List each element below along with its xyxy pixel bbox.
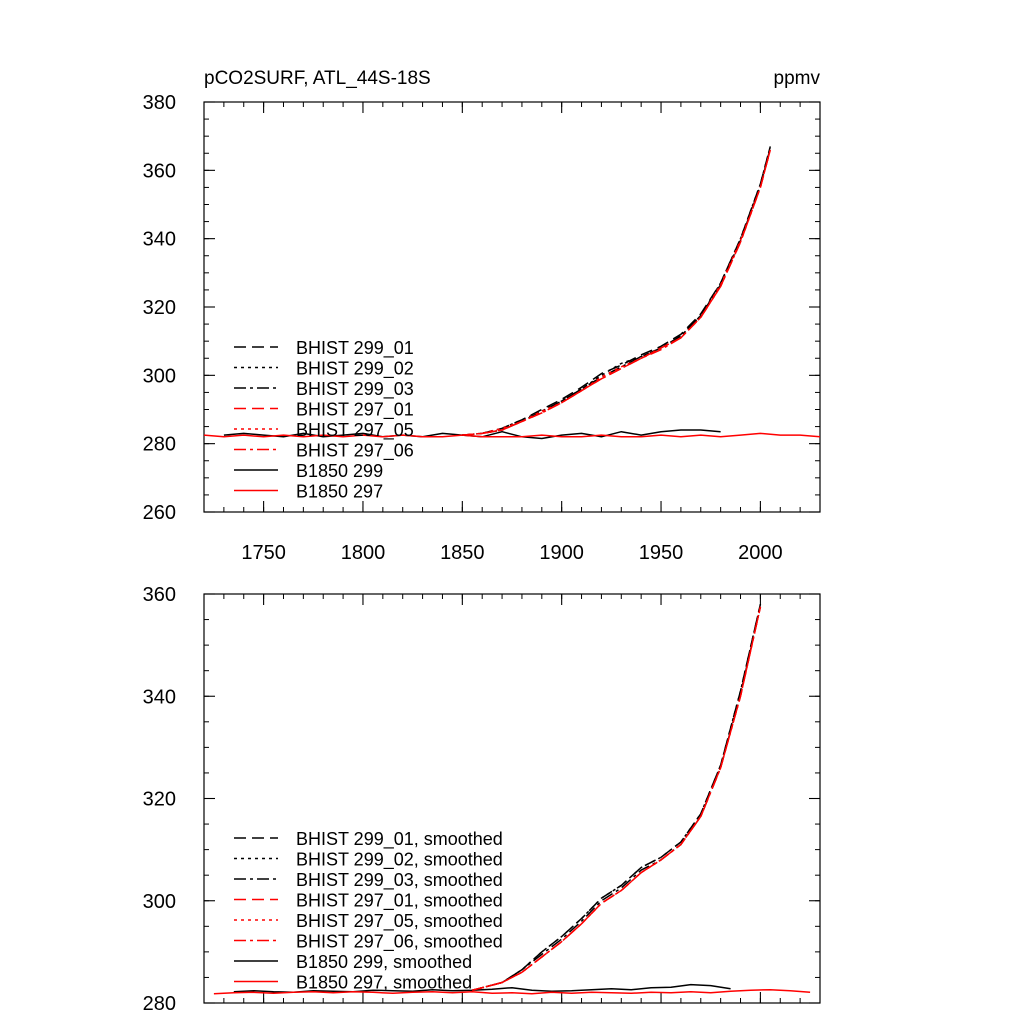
legend-label: BHIST 299_03, smoothed	[296, 870, 503, 891]
y-tick-label: 260	[143, 502, 176, 524]
legend-label: BHIST 299_01, smoothed	[296, 829, 503, 850]
x-tick-label: 1800	[341, 542, 386, 564]
y-tick-label: 300	[143, 891, 176, 913]
series-line-bhist-297-06	[462, 149, 772, 436]
y-tick-label: 380	[143, 92, 176, 114]
y-tick-label: 280	[143, 434, 176, 456]
chart-title: pCO2SURF, ATL_44S-18S	[204, 68, 431, 89]
y-tick-label: 320	[143, 789, 176, 811]
series-line-bhist-299-02	[462, 146, 772, 436]
y-tick-label: 340	[143, 686, 176, 708]
series-line-bhist-297-05-smoothed	[472, 606, 762, 991]
series-line-bhist-299-03-smoothed	[472, 606, 762, 991]
y-tick-label: 340	[143, 229, 176, 251]
series-group	[213, 604, 811, 995]
legend-label: BHIST 297_05	[296, 420, 414, 441]
units-label: ppmv	[774, 68, 821, 89]
x-tick-label: 1900	[539, 542, 584, 564]
legend-label: B1850 299	[296, 461, 383, 481]
legend-label: BHIST 299_01	[296, 338, 414, 359]
legend-label: BHIST 299_02	[296, 359, 414, 380]
legend-label: BHIST 297_01, smoothed	[296, 891, 503, 912]
series-line-bhist-299-02-smoothed	[472, 604, 762, 991]
series-line-bhist-297-01	[462, 149, 772, 436]
legend-label: B1850 299, smoothed	[296, 952, 472, 972]
y-tick-label: 300	[143, 365, 176, 387]
legend-label: BHIST 297_01	[296, 400, 414, 421]
y-tick-label: 280	[143, 993, 176, 1015]
series-line-b1850-297	[204, 432, 820, 438]
x-tick-label: 2000	[738, 542, 783, 564]
y-tick-label: 360	[143, 160, 176, 182]
series-line-b1850-297-smoothed	[213, 988, 811, 995]
series-line-b1850-299-smoothed	[233, 983, 731, 994]
x-tick-label: 1850	[440, 542, 485, 564]
series-line-bhist-299-01	[462, 146, 772, 436]
series-line-bhist-299-01-smoothed	[472, 604, 762, 991]
series-line-bhist-297-06-smoothed	[472, 606, 762, 991]
y-tick-label: 320	[143, 297, 176, 319]
legend-label: BHIST 299_02, smoothed	[296, 850, 503, 871]
legend-label: BHIST 299_03	[296, 379, 414, 400]
x-tick-label: 1950	[639, 542, 684, 564]
y-tick-label: 360	[143, 584, 176, 606]
x-tick-label: 1750	[241, 542, 286, 564]
legend-label: B1850 297, smoothed	[296, 973, 472, 993]
top-panel: 1750 1800 1850 1900 1950 2000 260 280 300 320 340 3…	[143, 92, 821, 564]
series-line-bhist-297-01-smoothed	[472, 606, 762, 991]
legend-label: B1850 297	[296, 482, 383, 502]
series-line-bhist-297-05	[462, 149, 772, 436]
legend-label: BHIST 297_06	[296, 441, 414, 462]
legend-label: BHIST 297_06, smoothed	[296, 932, 503, 953]
series-group	[204, 146, 820, 440]
series-line-bhist-299-03	[462, 147, 772, 436]
legend-label: BHIST 297_05, smoothed	[296, 911, 503, 932]
